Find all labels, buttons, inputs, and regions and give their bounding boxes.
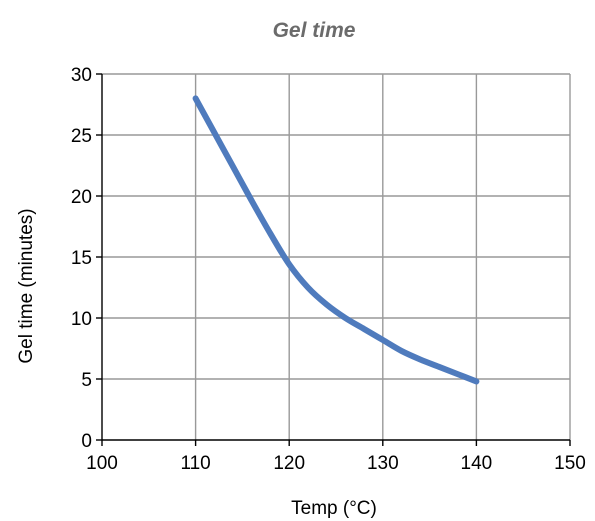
series-layer xyxy=(192,95,480,385)
y-tick-label-3: 15 xyxy=(71,248,92,269)
y-tick-label-1: 5 xyxy=(81,370,92,391)
y-tick-label-4: 20 xyxy=(71,187,92,208)
y-tick-label-5: 25 xyxy=(71,126,92,147)
y-axis-label: Gel time (minutes) xyxy=(16,208,37,363)
x-tick-label-3: 130 xyxy=(367,453,399,474)
y-tick-label-6: 30 xyxy=(71,65,92,86)
ticks-layer: 100 110 120 130 140 150 0 5 10 15 20 25 30 xyxy=(71,65,586,474)
y-tick-label-0: 0 xyxy=(81,431,92,452)
x-axis-label: Temp (°C) xyxy=(291,498,377,519)
x-tick-label-1: 110 xyxy=(180,453,210,474)
chart-title: Gel time xyxy=(273,19,356,42)
series-line-0 xyxy=(192,95,480,385)
grid-layer xyxy=(102,73,571,440)
x-tick-label-4: 140 xyxy=(461,453,493,474)
x-tick-label-2: 120 xyxy=(273,453,305,474)
x-tick-label-0: 100 xyxy=(86,453,118,474)
y-tick-label-2: 10 xyxy=(71,309,92,330)
x-tick-label-5: 150 xyxy=(554,453,586,474)
